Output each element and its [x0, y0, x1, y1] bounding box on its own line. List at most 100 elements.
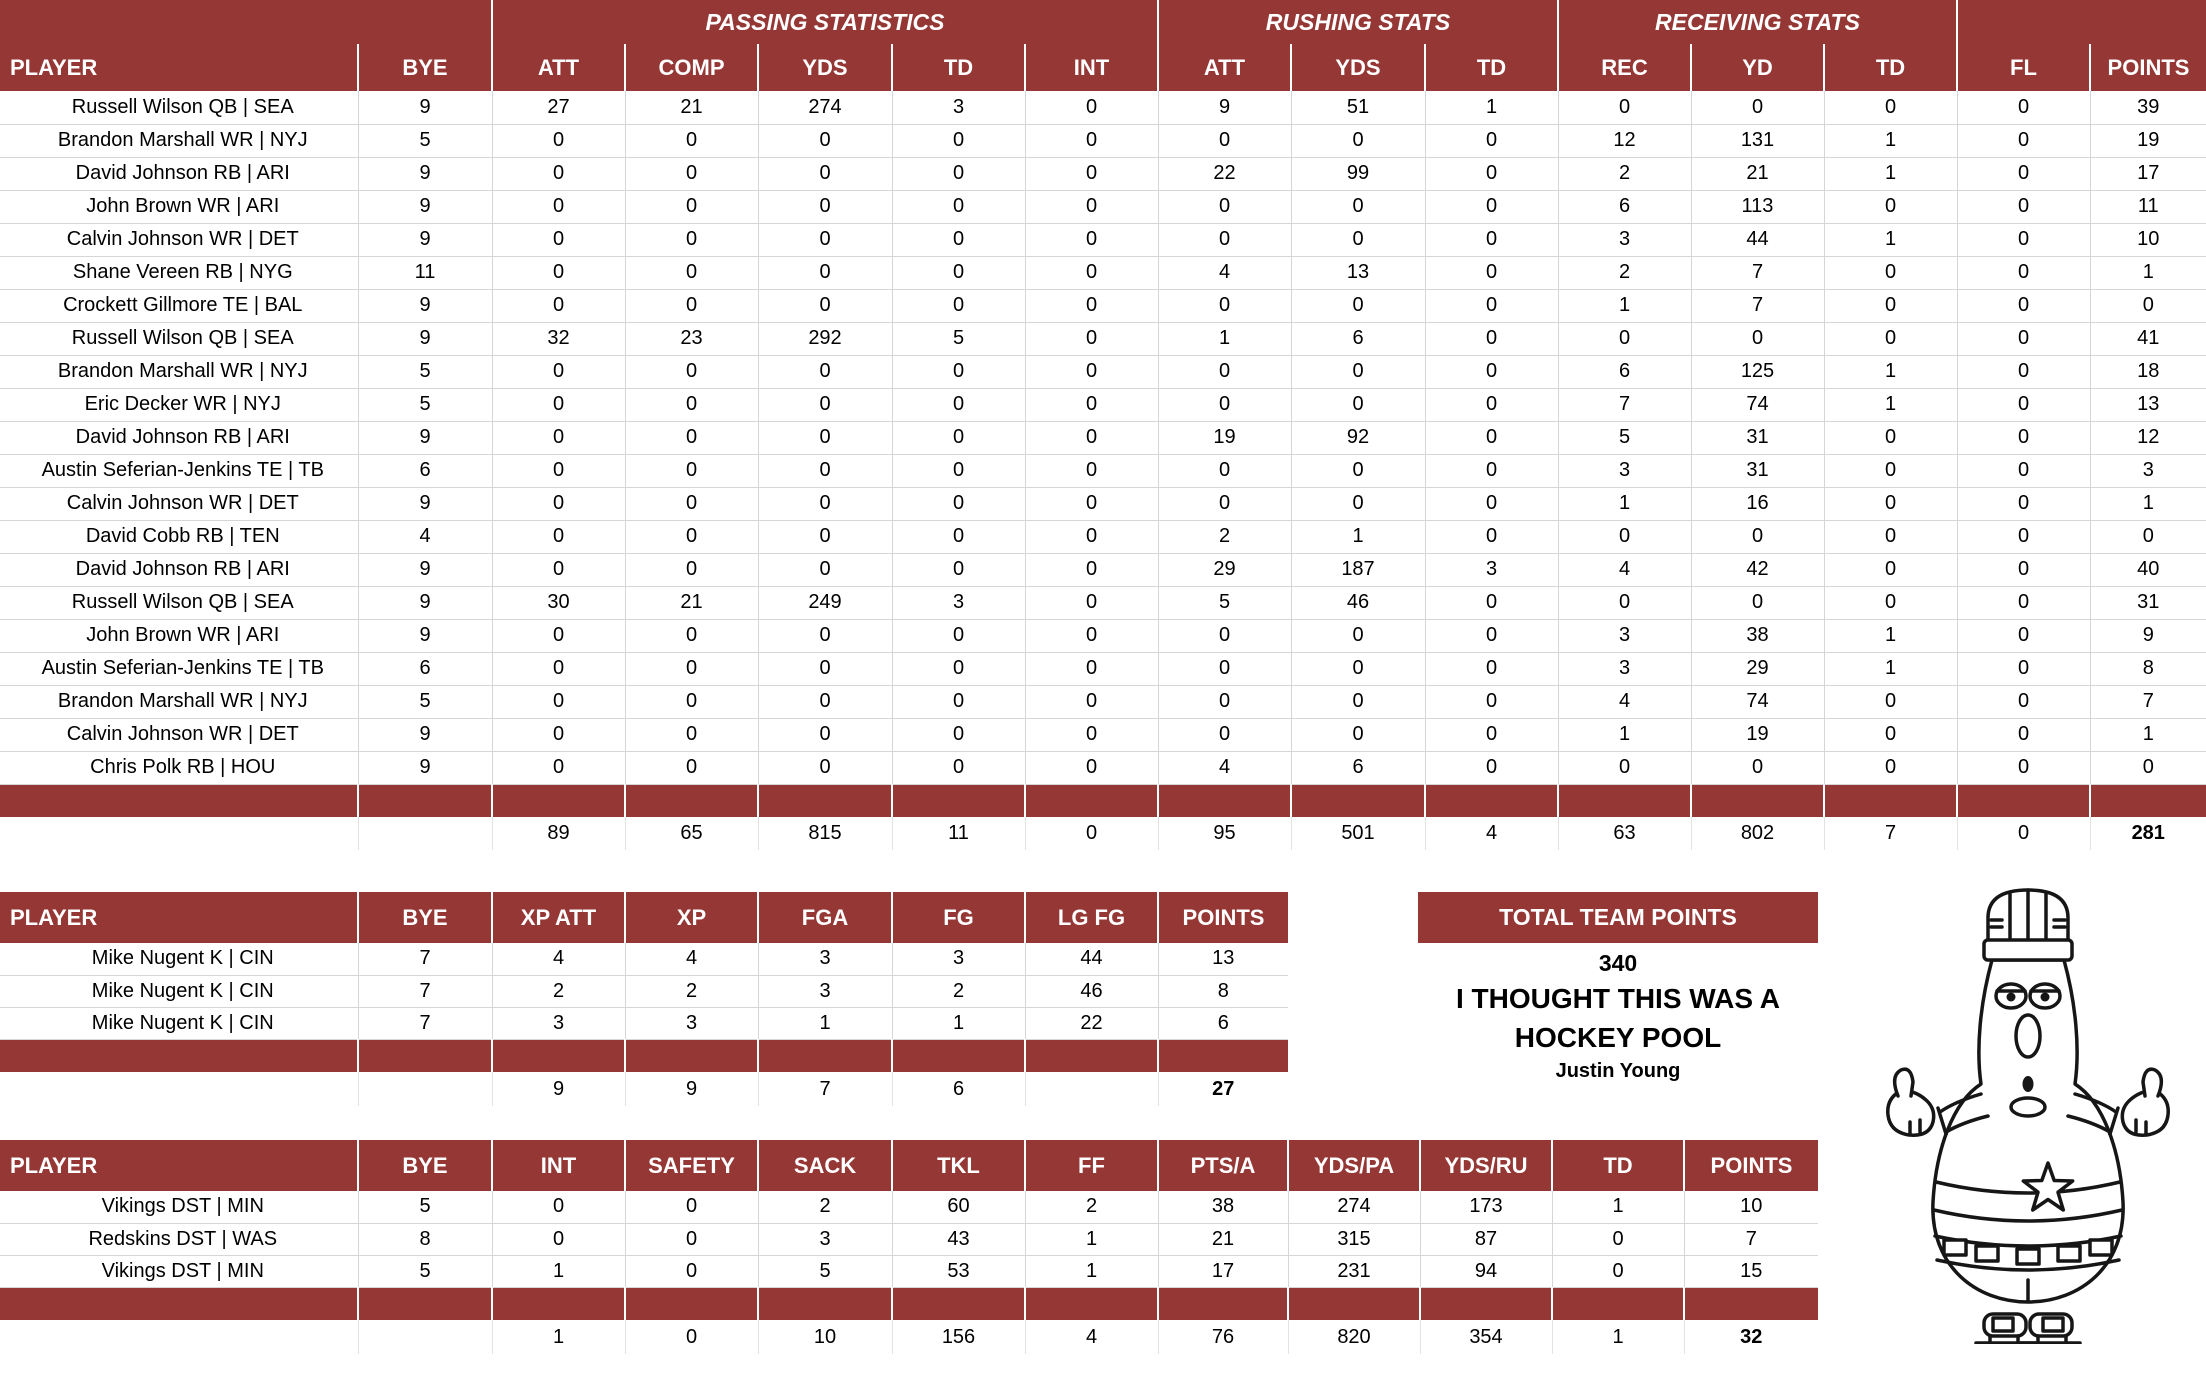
separator-cell: [2090, 784, 2206, 817]
stat-cell: 0: [758, 289, 893, 323]
stat-cell: 0: [1957, 223, 2091, 257]
stat-cell: 0: [758, 553, 893, 587]
stat-cell: 0: [1824, 289, 1958, 323]
player-name-cell: Redskins DST | WAS: [0, 1223, 359, 1256]
stat-cell: 173: [1420, 1191, 1553, 1224]
group-header-blank: [1957, 0, 2206, 44]
total-cell: 11: [892, 817, 1026, 850]
stat-cell: 0: [492, 223, 626, 257]
stat-cell: 231: [1288, 1255, 1421, 1288]
group-header-passing-statistics: PASSING STATISTICS: [492, 0, 1159, 44]
stat-cell: 6: [1291, 751, 1426, 785]
hockey-player-cartoon: [1886, 888, 2170, 1344]
table-row: Russell Wilson QB | SEA 9 27 21 274 3 0 9 51 1 0 0 0…: [0, 91, 2206, 125]
stat-cell: 0: [492, 289, 626, 323]
stat-cell: 1: [1824, 652, 1958, 686]
stat-cell: 0: [1425, 751, 1559, 785]
separator-cell: [492, 784, 626, 817]
total-cell: 32: [1740, 1325, 1763, 1348]
stat-cell: 3: [758, 943, 893, 976]
table-row: John Brown WR | ARI 9 0 0 0 0 0 0 0 0 3 38 1 0 9: [0, 619, 2206, 653]
stat-cell: 0: [492, 421, 626, 455]
stat-cell: 0: [625, 256, 759, 290]
stat-cell: 0: [625, 157, 759, 191]
stat-cell: 0: [1957, 553, 2091, 587]
stat-cell: 9: [358, 322, 493, 356]
separator-cell: [0, 1039, 359, 1072]
stat-cell: 3: [892, 586, 1026, 620]
stat-cell: 60: [892, 1191, 1026, 1224]
stat-cell: 0: [1025, 586, 1159, 620]
stat-cell: 0: [1824, 520, 1958, 554]
stat-cell: 0: [492, 1191, 626, 1224]
stat-cell: 1: [1291, 520, 1426, 554]
column-header-safety: SAFETY: [625, 1140, 759, 1191]
stat-cell: 0: [1425, 190, 1559, 224]
stat-cell: 0: [1691, 586, 1825, 620]
stat-cell: 9: [358, 586, 493, 620]
stat-cell: 0: [892, 619, 1026, 653]
stat-cell: 0: [1691, 91, 1825, 125]
totals-row: 9 9 7 6 27: [0, 1072, 1288, 1106]
stat-cell: 3: [1425, 553, 1559, 587]
stat-cell: 2: [1158, 520, 1292, 554]
stat-cell: 0: [1824, 487, 1958, 521]
stat-cell: 0: [1957, 619, 2091, 653]
separator-cell: [1288, 1287, 1421, 1320]
stat-cell: 74: [1691, 388, 1825, 422]
stat-cell: 0: [625, 289, 759, 323]
stat-cell: 1: [2090, 256, 2206, 290]
stat-cell: 3: [1558, 652, 1692, 686]
stat-cell: 0: [1691, 322, 1825, 356]
stat-cell: 0: [1025, 619, 1159, 653]
total-cell: 9: [492, 1072, 626, 1106]
table-row: Russell Wilson QB | SEA 9 32 23 292 5 0 1 6 0 0 0 0 0…: [0, 322, 2206, 356]
total-cell: [0, 817, 359, 850]
stat-cell: 5: [892, 322, 1026, 356]
stat-cell: 17: [2090, 157, 2206, 191]
stat-cell: 0: [1158, 718, 1292, 752]
stat-cell: 0: [1558, 91, 1692, 125]
table-row: Brandon Marshall WR | NYJ 5 0 0 0 0 0 0 0 0 4 74 0 0 7: [0, 685, 2206, 719]
stat-cell: 7: [1691, 256, 1825, 290]
total-cell: [0, 1072, 359, 1106]
separator-cell: [1691, 784, 1825, 817]
stat-cell: 0: [1552, 1255, 1685, 1288]
stat-cell: 0: [1158, 619, 1292, 653]
stat-cell: 0: [492, 124, 626, 158]
stat-cell: 0: [1158, 487, 1292, 521]
total-cell: [1025, 1072, 1159, 1106]
team-owner-name: Justin Young: [1555, 1060, 1681, 1082]
column-header-td: TD: [1425, 44, 1559, 91]
column-header-yds-ru: YDS/RU: [1420, 1140, 1553, 1191]
separator-cell: [1025, 1287, 1159, 1320]
stat-cell: 27: [492, 91, 626, 125]
stat-cell: 44: [1691, 223, 1825, 257]
stat-cell: 31: [1691, 454, 1825, 488]
stat-cell: 44: [1025, 943, 1159, 976]
stat-cell: 19: [2090, 124, 2206, 158]
stat-cell: 0: [1824, 553, 1958, 587]
separator-cell: [0, 1287, 359, 1320]
stat-cell: 19: [1691, 718, 1825, 752]
player-name-cell: Mike Nugent K | CIN: [0, 1007, 359, 1040]
stat-cell: 2: [625, 975, 759, 1008]
stat-cell: 315: [1288, 1223, 1421, 1256]
stat-cell: 0: [892, 421, 1026, 455]
column-header-xp: XP: [625, 892, 759, 943]
stat-cell: 0: [758, 652, 893, 686]
stat-cell: 1: [1558, 487, 1692, 521]
stat-cell: 8: [2090, 652, 2206, 686]
stat-cell: 0: [492, 388, 626, 422]
column-header-int: INT: [1025, 44, 1159, 91]
stat-cell: 0: [1957, 685, 2091, 719]
separator-cell: [1158, 1039, 1288, 1072]
separator-cell: [492, 1287, 626, 1320]
column-header-td: TD: [892, 44, 1026, 91]
stat-cell: 1: [1158, 322, 1292, 356]
stat-cell: 15: [1684, 1255, 1818, 1288]
total-cell: 0: [1957, 817, 2091, 850]
total-cell: 354: [1420, 1320, 1553, 1354]
table-row: Russell Wilson QB | SEA 9 30 21 249 3 0 5 46 0 0 0 0…: [0, 586, 2206, 620]
